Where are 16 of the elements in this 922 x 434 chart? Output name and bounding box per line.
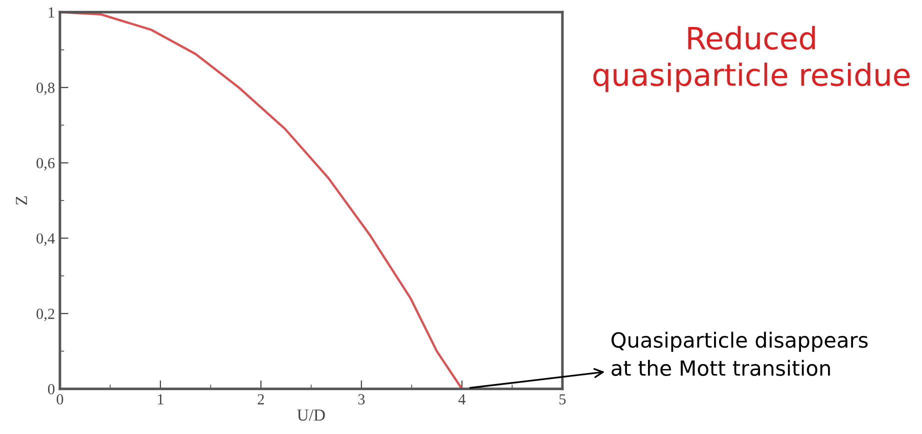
x-tick-label: 3 xyxy=(358,394,365,404)
y-tick-label: 1 xyxy=(48,7,54,18)
x-tick-label: 0 xyxy=(56,394,64,404)
y-tick-label: 0 xyxy=(48,384,54,394)
y-axis-title: Z xyxy=(16,196,27,205)
y-tick-label: 0,6 xyxy=(36,158,55,170)
y-tick-label: 0,8 xyxy=(36,82,54,96)
text: Reduced quasiparticle residue xyxy=(593,26,910,92)
x-tick-label: 4 xyxy=(458,394,466,404)
y-tick-label: 0,2 xyxy=(36,308,54,322)
x-tick-label: 5 xyxy=(559,394,566,404)
annotation: Quasiparticle disappears at the Mott transition xyxy=(612,332,868,376)
x-tick-label: 2 xyxy=(258,394,264,404)
x-axis-title: U/D xyxy=(297,410,325,421)
x-tick-label: 1 xyxy=(158,394,164,404)
y-tick-label: 0,4 xyxy=(36,233,55,246)
